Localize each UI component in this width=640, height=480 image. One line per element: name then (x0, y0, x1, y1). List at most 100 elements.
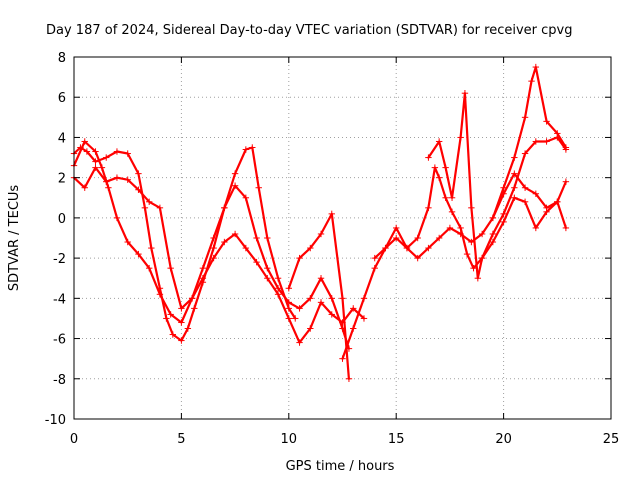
data-point (328, 295, 335, 302)
data-point (105, 184, 112, 191)
y-tick-label: 8 (58, 51, 66, 66)
data-point (350, 305, 357, 312)
series-line (341, 172, 568, 360)
data-point (554, 130, 561, 137)
data-point (249, 144, 256, 151)
data-point (414, 234, 421, 242)
data-point (92, 164, 99, 171)
data-point (103, 178, 110, 185)
data-point (393, 224, 400, 232)
data-point (339, 355, 346, 362)
series-line (72, 140, 350, 350)
data-point (92, 158, 99, 165)
data-point (274, 291, 282, 298)
data-point (554, 198, 561, 205)
grid (74, 57, 611, 419)
data-point (543, 208, 550, 216)
x-tick-label: 10 (281, 432, 298, 447)
data-point (274, 275, 282, 282)
data-point (532, 138, 540, 145)
data-point (425, 154, 432, 161)
data-point (470, 264, 477, 272)
data-point (145, 198, 153, 205)
data-point (360, 315, 368, 322)
data-point (435, 138, 443, 145)
data-point (184, 325, 192, 332)
data-point (210, 254, 217, 262)
data-point (500, 218, 507, 226)
data-point (210, 244, 217, 252)
data-point (156, 204, 164, 212)
data-point (360, 295, 368, 302)
y-tick-label: -2 (53, 252, 66, 267)
data-point (163, 315, 170, 322)
data-point (532, 63, 540, 71)
series-track-1 (70, 144, 299, 344)
data-point (532, 190, 540, 197)
data-point (448, 194, 456, 201)
data-point (371, 254, 378, 262)
data-point (435, 234, 443, 242)
data-point (328, 210, 335, 218)
data-point (468, 204, 475, 212)
data-point (307, 295, 314, 302)
data-point (231, 182, 239, 189)
data-point (474, 275, 482, 282)
data-point (489, 214, 497, 222)
data-point (425, 204, 432, 212)
data-point (562, 144, 570, 151)
data-point (307, 325, 314, 332)
data-point (317, 230, 325, 238)
data-point (264, 275, 271, 282)
data-point (274, 285, 282, 292)
data-point (221, 204, 228, 212)
series-track-3 (70, 164, 368, 346)
data-point (328, 311, 335, 318)
data-point (521, 184, 529, 191)
data-point (81, 184, 88, 191)
data-point (141, 204, 149, 212)
data-point (478, 254, 486, 262)
data-point (156, 291, 164, 298)
data-point (264, 264, 271, 272)
data-point (124, 238, 131, 246)
data-point (98, 164, 106, 171)
data-point (543, 118, 550, 125)
data-point (511, 170, 518, 177)
data-point (532, 224, 540, 232)
data-point (521, 150, 529, 157)
data-point (169, 331, 177, 338)
data-point (135, 170, 142, 177)
data-point (431, 164, 439, 171)
data-point (457, 224, 464, 232)
data-point (296, 339, 303, 346)
data-point (285, 285, 292, 292)
data-point (425, 244, 432, 252)
data-point (521, 114, 529, 121)
data-point (446, 224, 454, 232)
data-point (562, 178, 570, 185)
series-track-8 (489, 63, 570, 222)
y-tick-label: -6 (53, 333, 66, 348)
x-axis-label: GPS time / hours (286, 459, 395, 474)
data-point (345, 375, 353, 382)
data-point (199, 264, 207, 272)
data-point (350, 325, 357, 332)
x-tick-label: 15 (388, 432, 405, 447)
data-point (285, 315, 292, 322)
data-point (489, 230, 497, 238)
data-point (339, 295, 346, 302)
y-tick-label: -10 (45, 413, 66, 428)
data-point (285, 299, 292, 306)
y-tick-label: -4 (53, 292, 66, 307)
data-point (103, 154, 110, 161)
data-point (371, 264, 378, 272)
data-point (511, 194, 518, 201)
y-tick-label: 6 (58, 91, 66, 106)
data-point (463, 250, 471, 258)
data-point (221, 238, 228, 246)
x-tick-label: 0 (70, 432, 78, 447)
data-point (317, 275, 325, 282)
data-point (167, 311, 174, 318)
